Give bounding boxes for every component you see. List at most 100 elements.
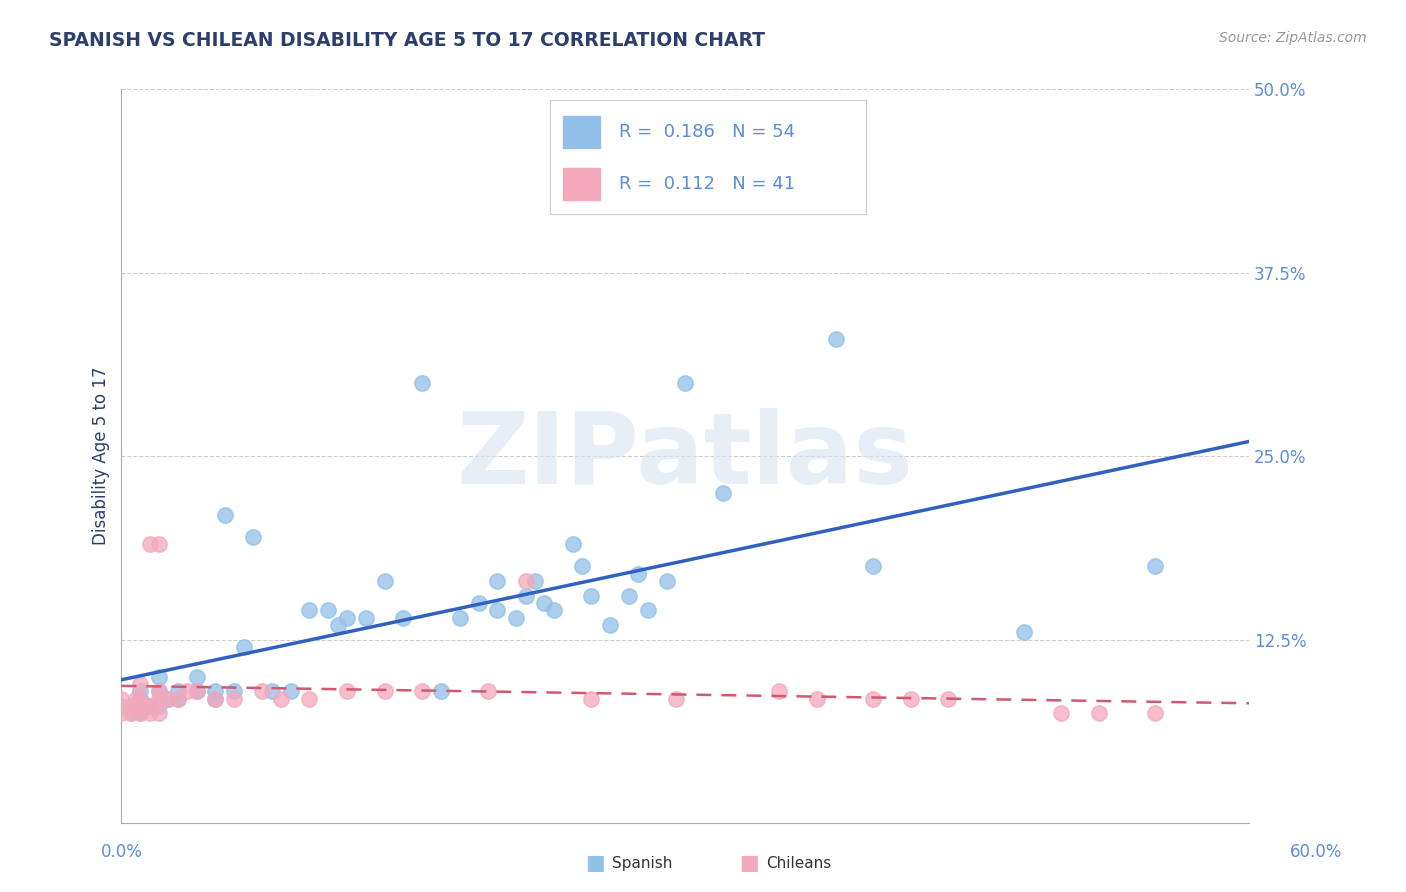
Text: ZIPatlas: ZIPatlas	[457, 408, 914, 505]
Point	[900, 691, 922, 706]
Point	[392, 611, 415, 625]
Point	[186, 684, 208, 698]
Point	[637, 603, 659, 617]
Point	[336, 611, 359, 625]
Point	[862, 691, 884, 706]
Point	[430, 684, 453, 698]
Point	[157, 691, 180, 706]
Point	[515, 574, 537, 588]
Point	[224, 684, 246, 698]
Point	[486, 574, 509, 588]
Point	[617, 589, 640, 603]
Point	[125, 698, 148, 713]
Point	[148, 684, 170, 698]
Point	[938, 691, 960, 706]
Point	[665, 691, 688, 706]
Point	[224, 691, 246, 706]
Point	[467, 596, 489, 610]
Point	[148, 706, 170, 721]
Point	[411, 376, 433, 390]
Point	[129, 698, 152, 713]
Point	[110, 706, 132, 721]
Point	[120, 706, 142, 721]
Point	[148, 691, 170, 706]
Point	[581, 589, 603, 603]
Point	[129, 706, 152, 721]
Text: Source: ZipAtlas.com: Source: ZipAtlas.com	[1219, 31, 1367, 45]
Point	[515, 589, 537, 603]
Point	[1144, 559, 1167, 574]
Point	[673, 376, 696, 390]
Point	[204, 691, 226, 706]
Text: SPANISH VS CHILEAN DISABILITY AGE 5 TO 17 CORRELATION CHART: SPANISH VS CHILEAN DISABILITY AGE 5 TO 1…	[49, 31, 765, 50]
Point	[270, 691, 292, 706]
Point	[505, 611, 527, 625]
Text: Chileans: Chileans	[766, 856, 831, 871]
Point	[1144, 706, 1167, 721]
Point	[148, 669, 170, 683]
Point	[316, 603, 339, 617]
Point	[477, 684, 499, 698]
Point	[655, 574, 678, 588]
Point	[486, 603, 509, 617]
Point	[204, 684, 226, 698]
Point	[599, 618, 621, 632]
Point	[571, 559, 593, 574]
Point	[110, 698, 132, 713]
Point	[186, 684, 208, 698]
Point	[449, 611, 471, 625]
Point	[232, 640, 254, 655]
Point	[214, 508, 236, 522]
Point	[627, 566, 650, 581]
Point	[129, 691, 152, 706]
Point	[711, 486, 734, 500]
Point	[166, 691, 188, 706]
Text: ■: ■	[740, 854, 759, 873]
Point	[148, 537, 170, 551]
Y-axis label: Disability Age 5 to 17: Disability Age 5 to 17	[93, 367, 110, 545]
Point	[138, 698, 160, 713]
Point	[336, 684, 359, 698]
Point	[186, 669, 208, 683]
Point	[260, 684, 283, 698]
Point	[1088, 706, 1111, 721]
Point	[298, 603, 321, 617]
Point	[138, 698, 160, 713]
Point	[138, 537, 160, 551]
Point	[138, 706, 160, 721]
Point	[533, 596, 555, 610]
Point	[561, 537, 583, 551]
Point	[176, 684, 198, 698]
Point	[125, 691, 148, 706]
Point	[326, 618, 349, 632]
Point	[374, 684, 396, 698]
Point	[374, 574, 396, 588]
Point	[298, 691, 321, 706]
Point	[806, 691, 828, 706]
Text: 0.0%: 0.0%	[101, 843, 143, 861]
Point	[166, 691, 188, 706]
Point	[581, 691, 603, 706]
Point	[120, 706, 142, 721]
Point	[129, 684, 152, 698]
Text: Spanish: Spanish	[612, 856, 672, 871]
Text: 60.0%: 60.0%	[1291, 843, 1343, 861]
Point	[129, 677, 152, 691]
Point	[166, 684, 188, 698]
Point	[129, 706, 152, 721]
Point	[242, 530, 264, 544]
Point	[543, 603, 565, 617]
Point	[110, 691, 132, 706]
Point	[148, 684, 170, 698]
Point	[824, 332, 846, 346]
Point	[411, 684, 433, 698]
Point	[354, 611, 377, 625]
Point	[157, 691, 180, 706]
Point	[523, 574, 546, 588]
Point	[862, 559, 884, 574]
Point	[252, 684, 274, 698]
Text: ■: ■	[585, 854, 605, 873]
Point	[204, 691, 226, 706]
Point	[1012, 625, 1035, 640]
Point	[120, 698, 142, 713]
